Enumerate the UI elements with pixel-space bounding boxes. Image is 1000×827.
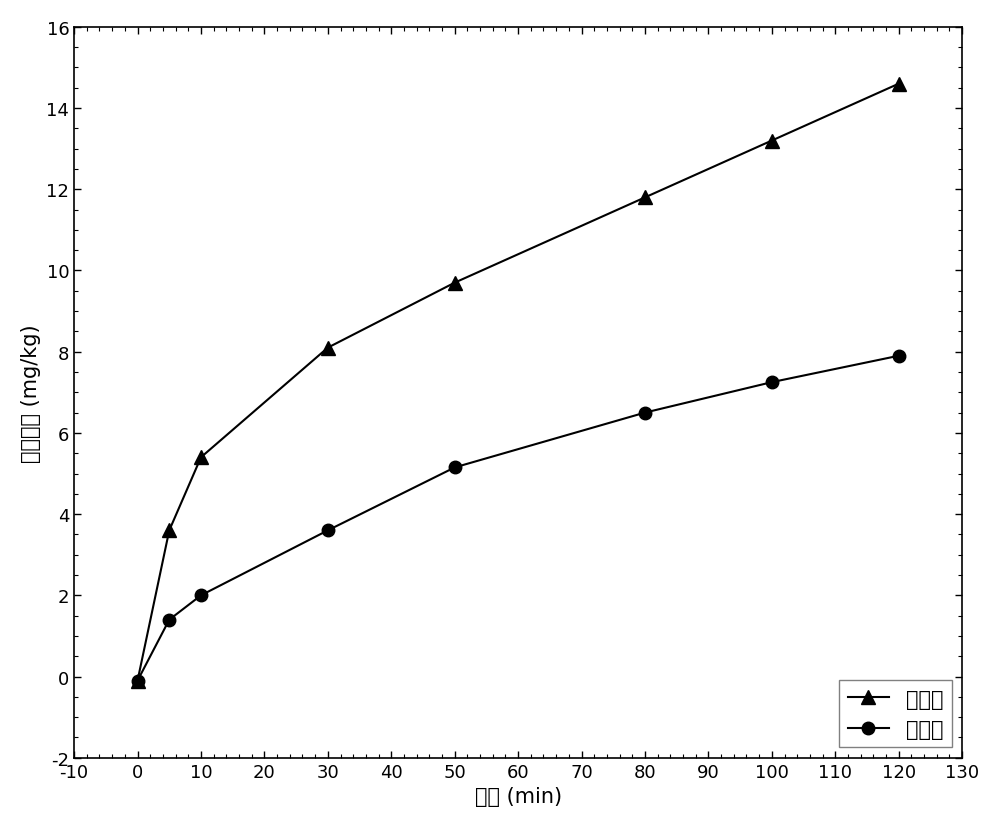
Line: 改性后: 改性后 [131, 78, 906, 688]
未改性 [449, 463, 461, 473]
Y-axis label: 吸附容量 (mg/kg): 吸附容量 (mg/kg) [21, 323, 41, 462]
改性后 [132, 676, 144, 686]
未改性 [639, 409, 651, 418]
未改性 [163, 615, 175, 625]
未改性 [322, 526, 334, 536]
改性后 [893, 79, 905, 89]
未改性 [195, 590, 207, 600]
未改性 [132, 676, 144, 686]
X-axis label: 时间 (min): 时间 (min) [475, 786, 562, 806]
Legend: 改性后, 未改性: 改性后, 未改性 [839, 681, 952, 748]
改性后 [449, 279, 461, 289]
改性后 [766, 136, 778, 146]
未改性 [893, 351, 905, 361]
改性后 [322, 343, 334, 353]
改性后 [639, 194, 651, 203]
未改性 [766, 378, 778, 388]
改性后 [163, 526, 175, 536]
Line: 未改性: 未改性 [131, 350, 905, 687]
改性后 [195, 452, 207, 462]
